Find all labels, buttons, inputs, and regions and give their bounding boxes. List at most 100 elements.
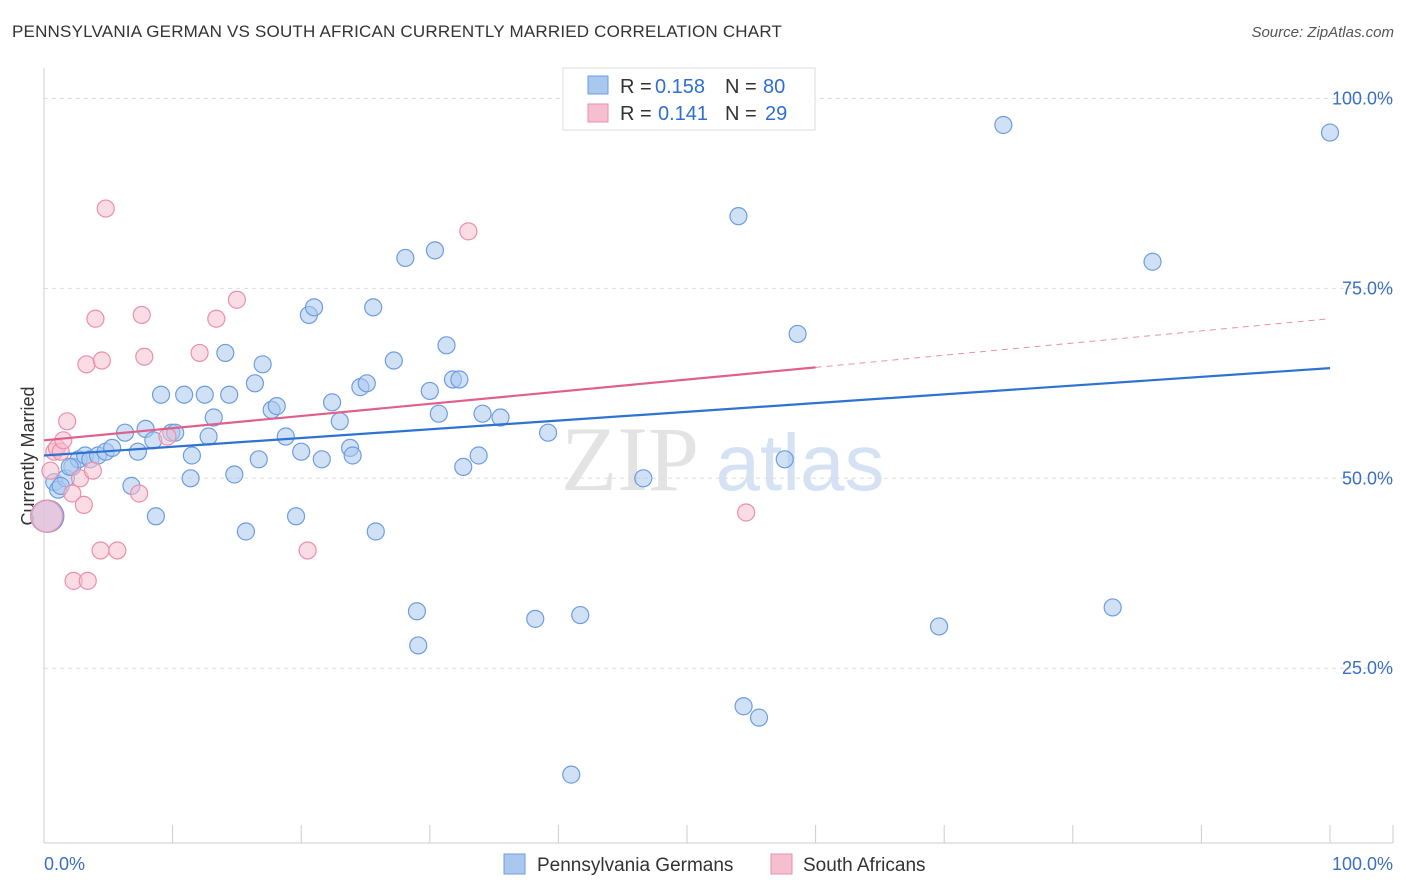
point-pennsylvania-german-28 xyxy=(225,465,244,484)
point-pennsylvania-german-31 xyxy=(249,450,268,469)
point-south-african-18 xyxy=(108,541,127,560)
point-pennsylvania-german-16 xyxy=(146,507,165,526)
point-south-african-23 xyxy=(190,343,209,363)
point-pennsylvania-german-29 xyxy=(236,522,256,541)
legend-n-value-pink: 29 xyxy=(765,103,787,125)
point-pennsylvania-german-17 xyxy=(151,385,171,404)
point-pennsylvania-german-55 xyxy=(429,404,448,423)
legend-n-value-blue: 80 xyxy=(763,76,785,98)
series-legend-label-blue: Pennsylvania Germans xyxy=(537,855,733,876)
point-pennsylvania-german-34 xyxy=(267,397,286,416)
legend-r-value-pink: 0.141 xyxy=(658,103,708,125)
point-pennsylvania-german-60 xyxy=(469,446,488,465)
point-pennsylvania-german-10 xyxy=(103,438,122,458)
point-south-african-5 xyxy=(54,431,73,450)
legend-swatch-blue xyxy=(587,75,609,95)
point-pennsylvania-german-44 xyxy=(343,446,362,465)
trend-line-south-africans-extension xyxy=(815,318,1331,368)
point-south-african-25 xyxy=(227,290,246,309)
point-south-african-14 xyxy=(86,309,105,328)
point-pennsylvania-german-41 xyxy=(322,393,342,412)
y-tick-label-75: 75.0% xyxy=(1342,278,1393,298)
point-pennsylvania-german-52 xyxy=(409,636,428,655)
point-pennsylvania-german-22 xyxy=(182,446,201,465)
point-pennsylvania-german-66 xyxy=(571,605,590,625)
point-south-african-11 xyxy=(77,355,96,374)
series-legend-swatch-pink xyxy=(770,853,793,875)
point-pennsylvania-german-59 xyxy=(454,457,473,476)
point-pennsylvania-german-36 xyxy=(286,507,306,526)
ticks: 25.0% 50.0% 75.0% 100.0% xyxy=(43,88,1394,843)
point-pennsylvania-german-62 xyxy=(491,408,510,427)
point-pennsylvania-german-53 xyxy=(420,381,439,401)
point-pennsylvania-german-67 xyxy=(634,469,653,488)
point-pennsylvania-german-35 xyxy=(276,427,295,446)
point-pennsylvania-german-74 xyxy=(994,115,1013,135)
point-pennsylvania-german-32 xyxy=(253,355,272,374)
point-south-african-20 xyxy=(132,305,151,325)
point-pennsylvania-german-50 xyxy=(396,248,415,268)
point-south-african-13 xyxy=(83,461,102,480)
point-pennsylvania-german-65 xyxy=(562,765,581,784)
point-pennsylvania-german-68 xyxy=(729,207,748,226)
point-pennsylvania-german-78 xyxy=(60,457,79,476)
source-credit: Source: ZipAtlas.com xyxy=(1251,24,1394,41)
point-pennsylvania-german-47 xyxy=(364,298,383,317)
point-pennsylvania-german-30 xyxy=(245,374,265,393)
point-south-african-6 xyxy=(58,412,77,431)
point-pennsylvania-german-48 xyxy=(366,522,385,541)
point-pennsylvania-german-24 xyxy=(199,427,218,446)
point-pennsylvania-german-27 xyxy=(220,385,239,404)
series-legend-label-pink: South Africans xyxy=(803,855,926,876)
point-pennsylvania-german-51 xyxy=(407,602,427,621)
point-south-african-0 xyxy=(29,499,64,533)
point-pennsylvania-german-37 xyxy=(292,442,311,461)
legend-r-label-blue: R = xyxy=(620,76,652,98)
x-tick-label-right: 100.0% xyxy=(1332,854,1393,874)
point-pennsylvania-german-54 xyxy=(425,241,445,260)
point-south-african-22 xyxy=(158,427,177,446)
point-pennsylvania-german-61 xyxy=(473,404,492,423)
point-pennsylvania-german-56 xyxy=(437,336,456,355)
point-pennsylvania-german-20 xyxy=(175,385,194,404)
stats-legend: R = 0.158 N = 80 R = 0.141 N = 29 xyxy=(562,67,816,131)
point-south-african-19 xyxy=(130,484,149,503)
point-south-african-12 xyxy=(78,571,97,590)
point-pennsylvania-german-71 xyxy=(775,450,794,469)
chart-title: PENNSYLVANIA GERMAN VS SOUTH AFRICAN CUR… xyxy=(12,22,783,41)
point-pennsylvania-german-72 xyxy=(788,324,807,344)
legend-r-label-pink: R = xyxy=(620,103,652,125)
point-pennsylvania-german-58 xyxy=(450,370,469,389)
legend-swatch-pink xyxy=(587,103,609,123)
trend-line-pennsylvania-germans xyxy=(43,367,1331,457)
point-south-african-26 xyxy=(298,541,317,560)
y-tick-label-50: 50.0% xyxy=(1342,468,1393,488)
point-south-african-1 xyxy=(41,461,60,480)
x-tick-label-left: 0.0% xyxy=(44,854,85,874)
y-axis-title: Currently Married xyxy=(18,386,38,525)
point-pennsylvania-german-75 xyxy=(1103,598,1122,617)
trend-lines xyxy=(43,318,1331,457)
point-pennsylvania-german-63 xyxy=(526,609,545,628)
trend-line-south-africans xyxy=(43,366,816,442)
series-legend: Pennsylvania Germans South Africans xyxy=(503,853,926,876)
point-pennsylvania-german-40 xyxy=(312,450,331,469)
point-pennsylvania-german-70 xyxy=(749,708,769,727)
point-pennsylvania-german-49 xyxy=(384,351,403,370)
point-pennsylvania-german-23 xyxy=(195,385,214,404)
point-south-african-17 xyxy=(96,199,115,218)
legend-n-label-pink: N = xyxy=(725,103,757,125)
point-pennsylvania-german-25 xyxy=(204,408,223,427)
point-south-african-7 xyxy=(63,484,82,503)
point-pennsylvania-german-21 xyxy=(181,469,200,488)
point-pennsylvania-german-76 xyxy=(1143,252,1162,271)
point-south-african-16 xyxy=(92,351,111,370)
y-tick-label-100: 100.0% xyxy=(1332,88,1393,108)
point-south-african-28 xyxy=(737,503,756,522)
point-south-african-15 xyxy=(91,541,110,560)
point-pennsylvania-german-42 xyxy=(330,412,349,431)
legend-r-value-blue: 0.158 xyxy=(655,76,705,98)
y-tick-label-25: 25.0% xyxy=(1342,658,1393,678)
point-south-african-21 xyxy=(135,347,154,366)
